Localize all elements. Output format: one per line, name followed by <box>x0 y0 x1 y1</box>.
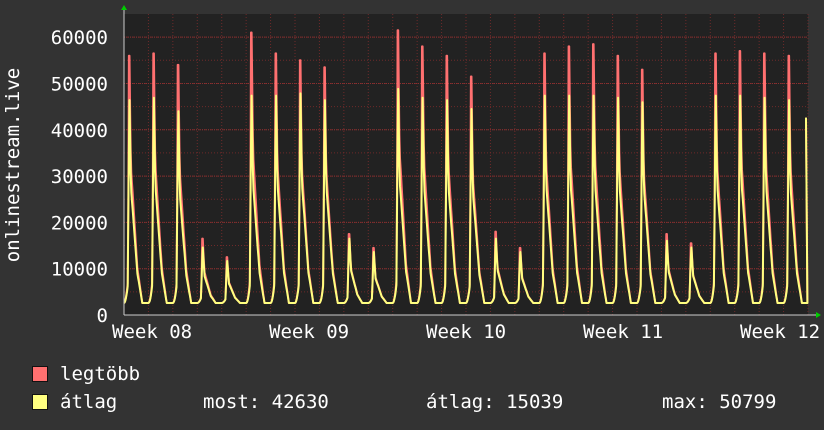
y-axis-label: onlinestream.live <box>2 68 24 262</box>
legend-swatch-avg <box>32 394 48 410</box>
legend-item-avg: átlag <box>32 391 117 413</box>
legend-swatch-max <box>32 366 48 382</box>
legend-label-avg: átlag <box>60 391 118 413</box>
y-tick-label: 0 <box>97 305 108 327</box>
x-tick-label: Week 11 <box>583 321 663 343</box>
y-tick-label: 20000 <box>51 212 108 234</box>
x-tick-label: Week 09 <box>269 321 349 343</box>
y-tick-label: 60000 <box>51 27 108 49</box>
x-tick-label: Week 08 <box>112 321 192 343</box>
x-axis-arrow <box>816 312 821 318</box>
x-tick-label: Week 10 <box>426 321 506 343</box>
chart: 0 10000 20000 30000 40000 50000 60000 Week 08 We… <box>2 5 821 343</box>
series-line-avg <box>123 87 809 304</box>
x-tick-label: Week 12 <box>740 321 820 343</box>
y-tick-label: 30000 <box>51 166 108 188</box>
y-tick-label: 10000 <box>51 259 108 281</box>
y-tick-label: 50000 <box>51 73 108 95</box>
stat-max: max: 50799 <box>662 391 777 413</box>
y-axis-arrow <box>121 5 127 10</box>
stat-now: most: 42630 <box>203 391 329 413</box>
legend-item-max: legtöbb <box>32 363 140 385</box>
stat-average: átlag: 15039 <box>426 391 564 413</box>
legend-label-max: legtöbb <box>60 363 141 385</box>
y-tick-label: 40000 <box>51 120 108 142</box>
